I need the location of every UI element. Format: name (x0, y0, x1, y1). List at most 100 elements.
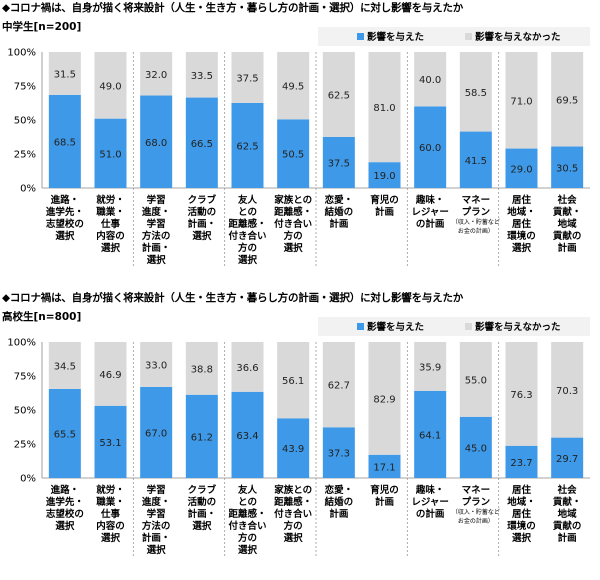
bar-affected (277, 119, 310, 188)
x-tick-label: 友人との距離感・付き合い方の選択 (228, 194, 266, 266)
legend: 影響を与えた 影響を与えなかった (318, 317, 590, 336)
data-label-not-affected: 81.0 (373, 103, 395, 114)
data-label-not-affected: 40.0 (419, 75, 441, 86)
legend-swatch-not-affected (465, 323, 472, 330)
bar-affected (414, 390, 447, 478)
data-label-not-affected: 46.9 (99, 370, 121, 381)
data-label-affected: 68.0 (145, 138, 167, 149)
bar-affected (94, 405, 127, 478)
bar-affected (322, 427, 355, 478)
x-tick-label: クラブ活動の計画・選択 (188, 484, 217, 532)
x-tick-label: 学習進度・学習方法の計画・選択 (142, 484, 171, 556)
data-label-affected: 43.9 (282, 444, 304, 455)
legend-label-not-affected: 影響を与えなかった (475, 321, 561, 333)
data-label-not-affected: 70.3 (556, 386, 578, 397)
bar-not-affected (368, 52, 401, 163)
bar-not-affected (505, 52, 538, 149)
data-label-affected: 66.5 (191, 139, 213, 150)
x-tick-label: 育児の計画 (370, 194, 399, 218)
x-tick-label: クラブ活動の計画・選択 (188, 194, 217, 242)
data-label-affected: 30.5 (556, 163, 578, 174)
chart-title: ◆コロナ禍は、自身が描く将来設計（人生・生き方・暮らし方の計画・選択）に対し影響… (2, 2, 464, 14)
bar-affected (140, 386, 173, 478)
bar-not-affected (140, 342, 173, 387)
y-tick-label: 50% (14, 406, 36, 417)
legend-swatch-affected (357, 33, 364, 40)
data-label-not-affected: 32.0 (145, 70, 167, 81)
y-tick-label: 75% (14, 372, 36, 383)
data-label-affected: 29.7 (556, 454, 578, 465)
data-label-not-affected: 76.3 (510, 390, 532, 401)
data-label-affected: 64.1 (419, 430, 441, 441)
bar-affected (368, 454, 401, 478)
data-label-not-affected: 37.5 (236, 74, 258, 85)
data-label-affected: 60.0 (419, 143, 441, 154)
bar-not-affected (414, 342, 447, 391)
data-label-not-affected: 38.8 (191, 364, 213, 375)
y-tick-label: 100% (7, 48, 36, 59)
data-label-affected: 67.0 (145, 428, 167, 439)
x-tick-label: 進路・進学先・志望校の選択 (46, 484, 84, 532)
bar-affected (48, 388, 81, 478)
y-tick-label: 75% (14, 82, 36, 93)
data-label-not-affected: 36.6 (236, 363, 258, 374)
bar-not-affected (322, 52, 355, 137)
x-tick-label: 進路・進学先・志望校の選択 (46, 194, 84, 242)
x-tick-label: 就労・職業・仕事内容の選択 (96, 484, 125, 544)
bar-affected (459, 131, 492, 188)
data-label-affected: 45.0 (465, 443, 487, 454)
bar-affected (48, 94, 81, 188)
data-label-affected: 61.2 (191, 432, 213, 443)
bar-affected (185, 394, 218, 478)
bar-affected (551, 437, 584, 478)
data-label-not-affected: 62.7 (328, 381, 350, 392)
group-label: 高校生[n=800] (2, 311, 82, 323)
x-tick-label: マネープラン（収入・貯蓄などお金の計画） (452, 195, 500, 235)
bar-not-affected (277, 52, 310, 120)
y-tick-label: 25% (14, 440, 36, 451)
x-tick-label: 居住地域・居住環境の選択 (507, 484, 536, 544)
data-label-not-affected: 35.9 (419, 362, 441, 373)
legend-swatch-affected (357, 323, 364, 330)
data-label-not-affected: 49.0 (99, 81, 121, 92)
bar-not-affected (48, 342, 81, 389)
bar-affected (277, 418, 310, 478)
y-tick-label: 0% (20, 474, 36, 485)
x-tick-label: 社会貢献・地域貢献の計画 (553, 484, 582, 544)
legend-label-affected: 影響を与えた (367, 31, 424, 43)
data-label-not-affected: 82.9 (373, 394, 395, 405)
bar-not-affected (231, 52, 264, 103)
bar-not-affected (185, 342, 218, 395)
stacked-bar-chart-high-school: 影響を与えた 影響を与えなかった 0% 25% 50% 75% 100% 65.5 34.5 53… (7, 317, 590, 558)
x-tick-label: 趣味・レジャーの計画 (411, 484, 449, 520)
bar-not-affected (94, 342, 127, 406)
bar-not-affected (551, 342, 584, 438)
legend-label-affected: 影響を与えた (367, 321, 424, 333)
data-label-affected: 50.5 (282, 150, 304, 161)
data-label-affected: 41.5 (465, 156, 487, 167)
data-label-not-affected: 56.1 (282, 376, 304, 387)
bar-not-affected (94, 52, 127, 119)
bar-not-affected (322, 342, 355, 428)
bar-affected (94, 118, 127, 188)
x-tick-label: 友人との距離感・付き合い方の選択 (228, 484, 266, 556)
data-label-affected: 68.5 (54, 137, 76, 148)
stacked-bar-chart-junior-high: 影響を与えた 影響を与えなかった 0% 25% 50% 75% 100% 68.5 31.5 51… (7, 27, 590, 268)
bars: 65.5 34.5 53.1 46.9 67.0 33.0 61.2 38.8 63.4 36.6… (48, 342, 584, 478)
group-label: 中学生[n=200] (2, 21, 82, 33)
x-tick-label: 趣味・レジャーの計画 (411, 194, 449, 230)
x-tick-label: 学習進度・学習方法の計画・選択 (142, 194, 171, 266)
bar-not-affected (551, 52, 584, 147)
bar-not-affected (414, 52, 447, 107)
data-label-not-affected: 31.5 (54, 69, 76, 80)
data-label-not-affected: 55.0 (465, 375, 487, 386)
y-tick-label: 50% (14, 116, 36, 127)
data-label-affected: 19.0 (373, 171, 395, 182)
bar-affected (185, 97, 218, 188)
y-tick-label: 100% (7, 338, 36, 349)
data-label-affected: 29.0 (510, 164, 532, 175)
bar-affected (368, 162, 401, 188)
data-label-not-affected: 69.5 (556, 95, 578, 106)
bar-affected (459, 416, 492, 478)
chart-panel-high-school: ◆コロナ禍は、自身が描く将来設計（人生・生き方・暮らし方の計画・選択）に対し影響… (0, 290, 600, 580)
